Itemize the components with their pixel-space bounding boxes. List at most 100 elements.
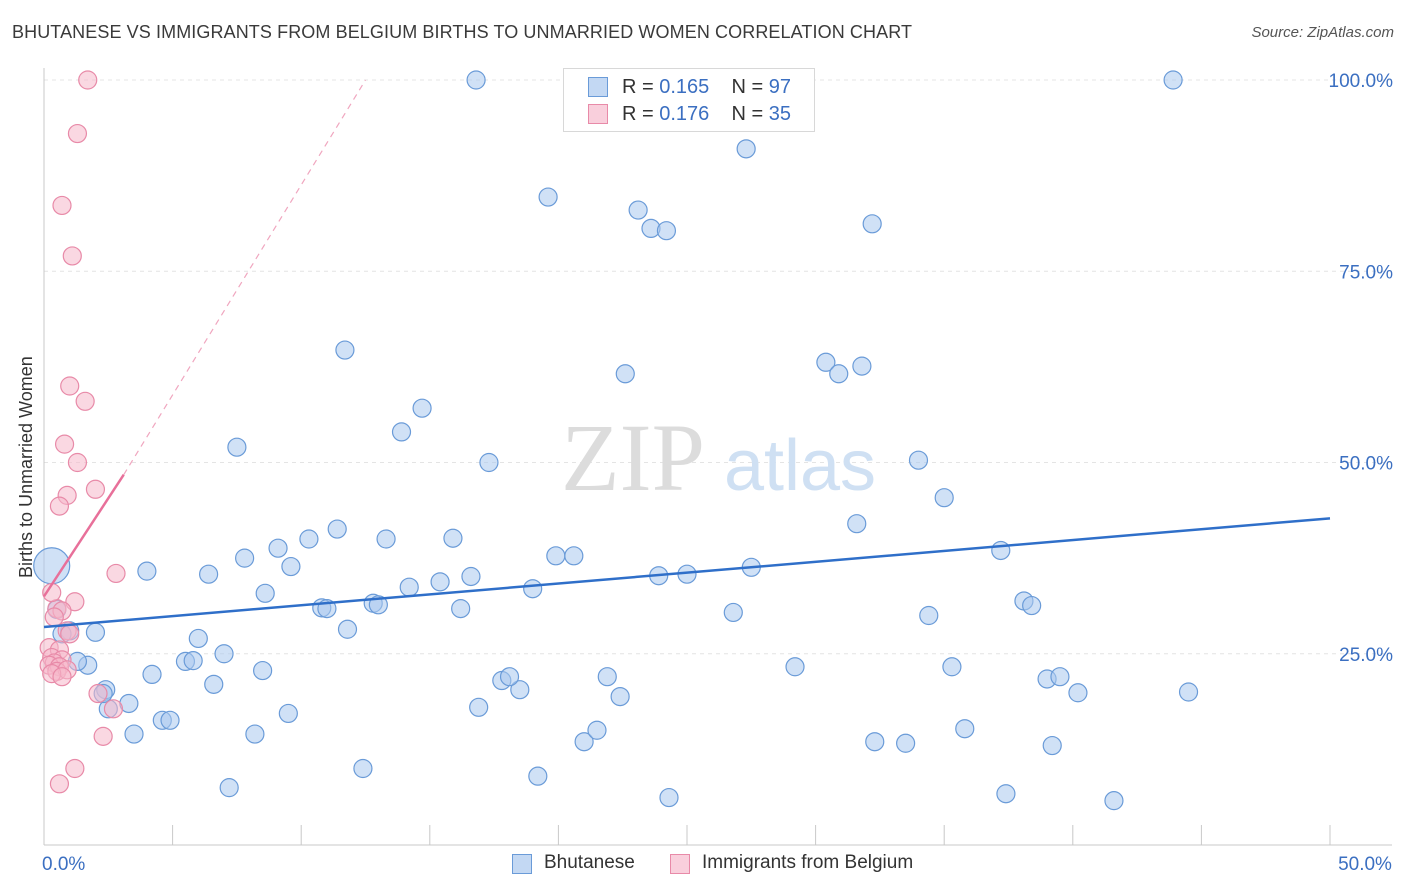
bhutanese-point-52 — [723, 602, 743, 623]
bhutanese-point-51 — [659, 787, 679, 808]
belgium-point-11 — [106, 563, 126, 584]
bhutanese-point-58 — [847, 514, 867, 534]
bhutanese-point-74 — [1042, 735, 1062, 756]
bhutanese-point-64 — [919, 605, 939, 626]
legend-n-label: N = — [731, 103, 764, 125]
bottom-legend-swatch-blue — [512, 854, 532, 874]
bottom-legend-label-belgium: Immigrants from Belgium — [702, 852, 914, 873]
bhutanese-point-46 — [628, 200, 648, 220]
bhutanese-point-45 — [615, 364, 635, 384]
bhutanese-point-55 — [785, 657, 805, 677]
bhutanese-point-80 — [85, 622, 106, 642]
bhutanese-point-88 — [227, 437, 247, 457]
bhutanese-point-15 — [268, 538, 288, 558]
bhutanese-point-34 — [510, 680, 530, 700]
bhutanese-point-60 — [862, 214, 882, 234]
bhutanese-point-28 — [443, 528, 463, 548]
bhutanese-point-40 — [564, 546, 584, 566]
bhutanese-point-29 — [461, 566, 481, 587]
bhutanese-point-68 — [991, 540, 1011, 561]
bhutanese-point-96 — [337, 619, 358, 639]
bhutanese-point-30 — [451, 599, 471, 619]
y-tick-label-50: 50.0% — [1339, 454, 1393, 475]
legend-r-label: R = — [622, 103, 654, 125]
belgium-point-17 — [60, 624, 80, 644]
belgium-point-28 — [52, 667, 72, 687]
bhutanese-point-63 — [908, 450, 929, 470]
bhutanese-point-75 — [1068, 683, 1088, 703]
chart-title: BHUTANESE VS IMMIGRANTS FROM BELGIUM BIR… — [12, 22, 913, 42]
bhutanese-point-23 — [376, 529, 396, 549]
bhutanese-point-27 — [430, 572, 450, 592]
bhutanese-point-48 — [656, 221, 677, 241]
bhutanese-point-6 — [124, 724, 144, 744]
bhutanese-point-78 — [1178, 682, 1199, 702]
y-tick-label-25: 25.0% — [1339, 645, 1393, 666]
tick-labels: 25.0% 50.0% 75.0% 100.0% 0.0% 50.0% — [42, 71, 1393, 875]
bhutanese-point-10 — [188, 628, 208, 649]
bhutanese-point-54 — [736, 139, 756, 159]
bhutanese-point-43 — [597, 667, 617, 687]
bhutanese-point-62 — [896, 733, 916, 753]
belgium-point-5 — [75, 391, 95, 411]
legend-r-label: R = — [622, 76, 654, 98]
y-tick-label-100: 100.0% — [1329, 71, 1394, 92]
belgium-point-2 — [52, 195, 72, 216]
bhutanese-point-65 — [934, 488, 954, 508]
bhutanese-point-66 — [942, 657, 962, 677]
bhutanese-point-38 — [528, 766, 548, 786]
bhutanese-point-73 — [1050, 667, 1070, 687]
bhutanese-point-20 — [335, 340, 355, 360]
bhutanese-point-17 — [299, 529, 319, 549]
bhutanese-point-57 — [829, 364, 849, 384]
belgium-point-1 — [67, 123, 88, 144]
belgium-point-30 — [103, 699, 124, 719]
bhutanese-point-39 — [546, 546, 566, 566]
legend-swatch-blue — [588, 77, 608, 97]
gridlines — [44, 79, 1392, 655]
belgium-point-33 — [49, 774, 70, 794]
belgium-trend-line — [42, 474, 125, 598]
x-tick-label-0: 0.0% — [42, 854, 85, 875]
bhutanese-point-26 — [412, 398, 432, 418]
bhutanese-point-7 — [142, 664, 162, 685]
bhutanese-point-19 — [327, 519, 347, 539]
belgium-point-15 — [44, 607, 64, 627]
bhutanese-point-56 — [816, 352, 836, 372]
bhutanese-point-14 — [255, 583, 275, 603]
bhutanese-point-11 — [204, 674, 224, 694]
bhutanese-point-16 — [281, 556, 301, 577]
bhutanese-point-90 — [199, 564, 219, 584]
bhutanese-point-41 — [574, 732, 594, 752]
trend-lines — [42, 79, 1331, 629]
legend-n-value-pink: 35 — [768, 103, 792, 125]
bhutanese-point-37 — [538, 187, 558, 207]
bhutanese-point-77 — [1163, 70, 1183, 90]
bhutanese-point-59 — [852, 356, 872, 376]
bhutanese-point-35 — [466, 70, 486, 90]
legend-r-value-blue: 0.165 — [659, 76, 710, 98]
legend-r-value-pink: 0.176 — [659, 103, 710, 125]
bhutanese-point-76 — [1104, 791, 1124, 811]
bhutanese-trend-line — [43, 517, 1331, 629]
bhutanese-point-86 — [278, 703, 298, 724]
watermark-zip: ZIP — [561, 404, 705, 511]
belgium-points — [39, 70, 126, 794]
bhutanese-point-67 — [955, 719, 975, 739]
bhutanese-point-61 — [865, 732, 885, 752]
y-tick-label-75: 75.0% — [1339, 262, 1393, 283]
correlation-legend: R = 0.165 N = 97 R = 0.176 N = 35 — [563, 68, 815, 132]
watermark: ZIP atlas — [561, 404, 876, 511]
belgium-point-9 — [49, 496, 70, 516]
bottom-legend-label-bhutanese: Bhutanese — [544, 852, 635, 873]
chart-source: Source: ZipAtlas.com — [1251, 24, 1394, 41]
belgium-point-3 — [62, 246, 82, 266]
belgium-point-4 — [60, 376, 80, 396]
belgium-trend-extension — [123, 79, 367, 476]
belgium-point-6 — [54, 434, 75, 454]
bhutanese-point-21 — [353, 758, 373, 779]
bhutanese-point-44 — [610, 686, 630, 707]
bhutanese-point-12 — [219, 778, 239, 798]
belgium-point-7 — [67, 452, 88, 473]
